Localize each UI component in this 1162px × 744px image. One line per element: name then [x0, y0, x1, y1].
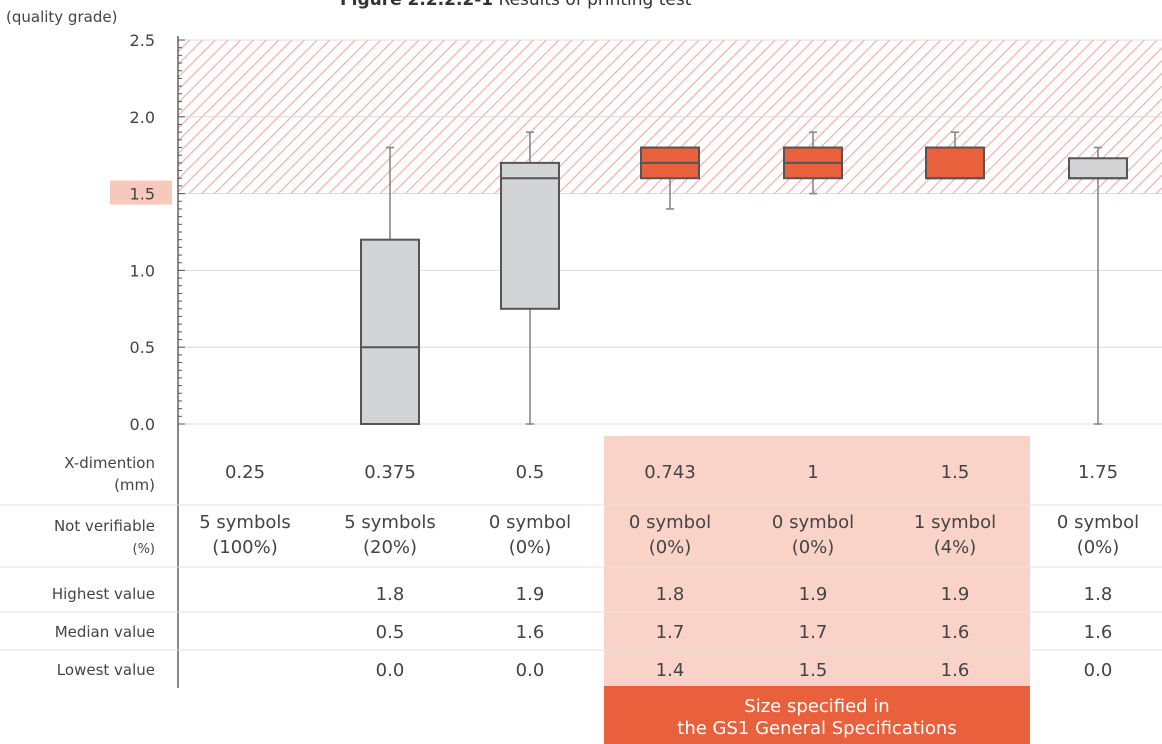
row-label-x-dimention: X-dimention	[64, 454, 155, 472]
highest-value: 1.9	[941, 584, 970, 605]
box-1.75	[1068, 146, 1128, 425]
x-category-label: 1.5	[941, 462, 970, 483]
not-verifiable-percent: (100%)	[212, 537, 278, 558]
figure-number: Figure 2.2.2.2-1	[340, 0, 494, 10]
highest-value: 1.9	[799, 584, 828, 605]
highest-value: 1.9	[516, 584, 545, 605]
figure-title-text: Results of printing test	[498, 0, 692, 10]
y-tick-highlight	[110, 180, 172, 205]
y-tick-label: 0.0	[130, 415, 155, 434]
x-category-label: 0.743	[644, 462, 696, 483]
x-category-label: 0.5	[516, 462, 545, 483]
not-verifiable-count: 5 symbols	[344, 512, 436, 533]
median-value: 1.6	[1084, 622, 1113, 643]
row-label-lowest: Lowest value	[57, 661, 155, 679]
row-label-not-verifiable-unit: (%)	[133, 542, 156, 557]
y-axis-label: (quality grade)	[6, 8, 118, 26]
not-verifiable-count: 0 symbol	[629, 512, 711, 533]
not-verifiable-count: 0 symbol	[772, 512, 854, 533]
lowest-value: 1.4	[656, 660, 685, 681]
highest-value: 1.8	[1084, 584, 1113, 605]
box-0.5	[500, 131, 560, 425]
not-verifiable-percent: (0%)	[509, 537, 552, 558]
lowest-value: 0.0	[376, 660, 405, 681]
not-verifiable-percent: (20%)	[363, 537, 417, 558]
y-tick-label: 1.0	[130, 261, 155, 280]
row-label-not-verifiable: Not verifiable	[54, 517, 155, 535]
row-label-x-dimention-unit: (mm)	[114, 476, 155, 494]
lowest-value: 0.0	[516, 660, 545, 681]
spec-banner	[604, 686, 1030, 744]
median-value: 0.5	[376, 622, 405, 643]
box-body	[360, 238, 420, 425]
x-category-label: 1	[807, 462, 818, 483]
highest-value: 1.8	[656, 584, 685, 605]
x-category-label: 0.25	[225, 462, 265, 483]
row-label-highest: Highest value	[52, 585, 155, 603]
highest-value: 1.8	[376, 584, 405, 605]
y-tick-label: 1.5	[130, 185, 155, 204]
lowest-value: 1.5	[799, 660, 828, 681]
row-label-median: Median value	[55, 623, 155, 641]
box-body	[1068, 157, 1128, 180]
median-value: 1.7	[656, 622, 685, 643]
not-verifiable-count: 5 symbols	[199, 512, 291, 533]
box-body	[925, 146, 985, 180]
lowest-value: 0.0	[1084, 660, 1113, 681]
y-tick-label: 0.5	[130, 338, 155, 357]
not-verifiable-percent: (0%)	[649, 537, 692, 558]
spec-banner-line2: the GS1 General Specifications	[677, 718, 956, 739]
y-tick-label: 2.5	[130, 31, 155, 50]
not-verifiable-count: 0 symbol	[1057, 512, 1139, 533]
not-verifiable-count: 1 symbol	[914, 512, 996, 533]
x-category-label: 0.375	[364, 462, 416, 483]
figure-title: Figure 2.2.2.2-1 Results of printing tes…	[340, 0, 940, 10]
median-value: 1.6	[516, 622, 545, 643]
box-1.5	[925, 131, 985, 180]
not-verifiable-percent: (0%)	[792, 537, 835, 558]
box-0.375	[360, 146, 420, 425]
not-verifiable-count: 0 symbol	[489, 512, 571, 533]
lowest-value: 1.6	[941, 660, 970, 681]
spec-banner-line1: Size specified in	[744, 696, 889, 717]
box-0.743	[640, 146, 700, 210]
not-verifiable-percent: (4%)	[934, 537, 977, 558]
y-tick-label: 2.0	[130, 108, 155, 127]
x-category-label: 1.75	[1078, 462, 1118, 483]
box-1	[783, 131, 843, 195]
box-body	[500, 161, 560, 310]
median-value: 1.7	[799, 622, 828, 643]
not-verifiable-percent: (0%)	[1077, 537, 1120, 558]
spec-highlight-band	[604, 436, 1030, 696]
median-value: 1.6	[941, 622, 970, 643]
